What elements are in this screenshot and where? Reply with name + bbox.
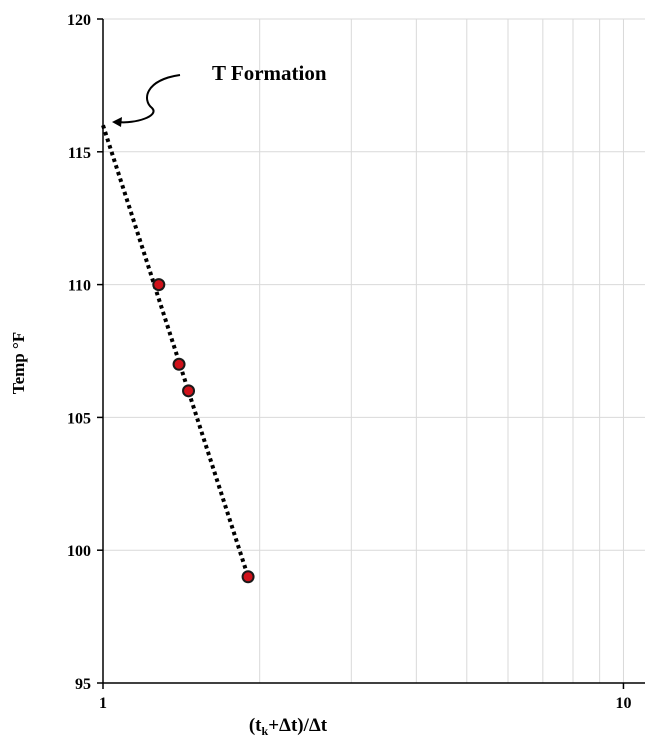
annotation-label: T Formation [212,61,327,85]
x-tick-label: 10 [615,695,631,712]
y-tick-label: 100 [67,543,91,560]
x-tick-labels: 1 10 [99,683,631,712]
data-point [172,357,186,371]
trendline [101,124,250,578]
x-axis-label-suffix: +Δt)/Δt [268,715,328,736]
y-axis-label: Temp °F [9,332,28,394]
trendline-dotted [101,124,250,578]
x-axis-label-prefix: (t [249,715,262,736]
axes [102,19,645,684]
arrowhead-icon [112,117,122,127]
y-tick-label: 115 [68,145,91,162]
data-point [182,384,196,398]
data-point [152,278,166,292]
y-tick-label: 110 [68,278,91,295]
y-tick-label: 120 [67,12,91,29]
x-axis-label-subscript: k [262,724,269,738]
grid-lines [103,18,645,683]
y-tick-labels: 95 100 105 110 115 120 [67,12,103,693]
x-axis-label: (tk+Δt)/Δt [249,715,328,738]
data-point [241,570,255,584]
y-tick-label: 105 [67,410,91,427]
data-points [152,278,255,584]
annotation-arrow [117,74,181,124]
y-tick-label: 95 [75,676,91,693]
x-tick-label: 1 [99,695,107,712]
